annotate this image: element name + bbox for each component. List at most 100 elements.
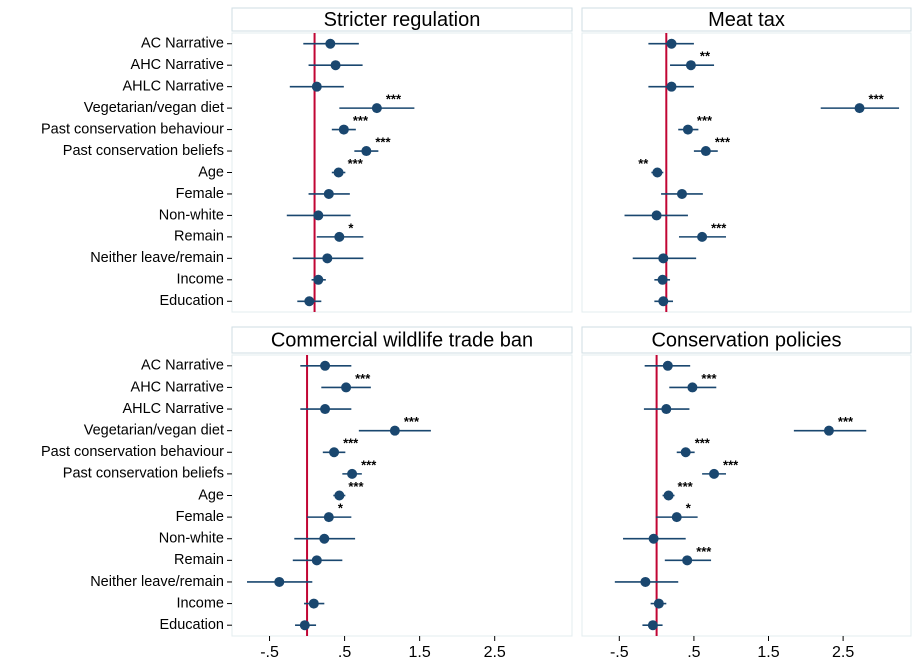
significance-label: *** — [723, 457, 739, 472]
y-tick-label: Remain — [174, 229, 224, 245]
point-estimate — [389, 425, 400, 436]
significance-label: *** — [695, 436, 711, 451]
plot-area — [231, 32, 573, 313]
point-estimate — [666, 38, 677, 49]
point-estimate — [640, 576, 651, 587]
point-estimate — [325, 38, 336, 49]
point-estimate — [334, 231, 345, 242]
significance-label: *** — [386, 92, 402, 107]
panel-title: Commercial wildlife trade ban — [271, 329, 533, 351]
significance-label: *** — [348, 479, 364, 494]
point-estimate — [274, 576, 285, 587]
point-estimate — [371, 103, 382, 114]
point-estimate — [347, 468, 358, 479]
significance-label: *** — [715, 134, 731, 149]
significance-label: *** — [355, 371, 371, 386]
point-estimate — [311, 555, 322, 566]
point-estimate — [647, 620, 658, 631]
point-estimate — [680, 447, 691, 458]
point-estimate — [313, 210, 324, 221]
panel-header — [231, 7, 573, 32]
significance-label: ** — [700, 49, 711, 64]
point-estimate — [330, 60, 341, 71]
y-tick-label: AHLC Narrative — [122, 401, 224, 417]
significance-label: ** — [638, 156, 649, 171]
significance-label: * — [686, 501, 692, 516]
y-tick-label: Past conservation behaviour — [41, 121, 224, 137]
point-estimate — [653, 598, 664, 609]
x-tick-label: 1.5 — [757, 644, 779, 661]
point-estimate — [304, 296, 315, 307]
y-tick-label: Remain — [174, 552, 224, 568]
y-tick-label: Past conservation behaviour — [41, 444, 224, 460]
point-estimate — [682, 555, 693, 566]
point-estimate — [329, 447, 340, 458]
point-estimate — [682, 124, 693, 135]
point-estimate — [334, 490, 345, 501]
plot-area — [231, 354, 573, 637]
x-tick-label: -.5 — [610, 644, 629, 661]
y-tick-label: Neither leave/remain — [90, 574, 224, 590]
significance-label: *** — [711, 220, 727, 235]
point-estimate — [676, 188, 687, 199]
point-estimate — [323, 512, 334, 523]
significance-label: *** — [361, 457, 377, 472]
point-estimate — [323, 188, 334, 199]
panel-title: Stricter regulation — [324, 9, 481, 31]
y-tick-label: Neither leave/remain — [90, 250, 224, 266]
significance-label: *** — [348, 156, 364, 171]
y-tick-label: Non-white — [159, 531, 224, 547]
y-tick-label: Education — [160, 293, 225, 309]
y-tick-label: Income — [176, 595, 224, 611]
point-estimate — [658, 253, 669, 264]
significance-label: * — [338, 501, 344, 516]
point-estimate — [823, 425, 834, 436]
point-estimate — [311, 81, 322, 92]
significance-label: *** — [343, 436, 359, 451]
point-estimate — [308, 598, 319, 609]
point-estimate — [361, 146, 372, 157]
y-tick-label: Female — [176, 186, 224, 202]
x-tick-label: 2.5 — [484, 644, 506, 661]
y-tick-label: AHC Narrative — [131, 57, 224, 73]
point-estimate — [319, 533, 330, 544]
point-estimate — [709, 468, 720, 479]
significance-label: *** — [353, 113, 369, 128]
y-tick-label: AC Narrative — [141, 358, 224, 374]
point-estimate — [658, 296, 669, 307]
y-tick-label: Income — [176, 272, 224, 288]
point-estimate — [671, 512, 682, 523]
point-estimate — [313, 274, 324, 285]
point-estimate — [685, 60, 696, 71]
significance-label: * — [348, 220, 354, 235]
x-tick-label: -.5 — [260, 644, 279, 661]
point-estimate — [652, 167, 663, 178]
y-tick-label: Female — [176, 509, 224, 525]
x-tick-label: .5 — [338, 644, 351, 661]
point-estimate — [651, 210, 662, 221]
x-tick-label: .5 — [687, 644, 700, 661]
significance-label: *** — [404, 414, 420, 429]
y-tick-label: AHC Narrative — [131, 379, 224, 395]
point-estimate — [648, 533, 659, 544]
point-estimate — [666, 81, 677, 92]
y-tick-label: Age — [198, 487, 224, 503]
significance-label: *** — [869, 92, 885, 107]
point-estimate — [320, 360, 331, 371]
y-tick-label: AHLC Narrative — [122, 78, 224, 94]
significance-label: *** — [696, 544, 712, 559]
point-estimate — [687, 382, 698, 393]
panel-title: Meat tax — [708, 9, 785, 31]
x-tick-label: 1.5 — [409, 644, 431, 661]
y-tick-label: Past conservation beliefs — [63, 466, 224, 482]
point-estimate — [299, 620, 310, 631]
point-estimate — [854, 103, 865, 114]
y-tick-label: Education — [160, 617, 225, 633]
y-tick-label: Vegetarian/vegan diet — [84, 422, 224, 438]
plot-area — [581, 32, 912, 313]
point-estimate — [662, 360, 673, 371]
panel-title: Conservation policies — [651, 329, 841, 351]
significance-label: *** — [375, 134, 391, 149]
panel-header — [231, 326, 573, 354]
